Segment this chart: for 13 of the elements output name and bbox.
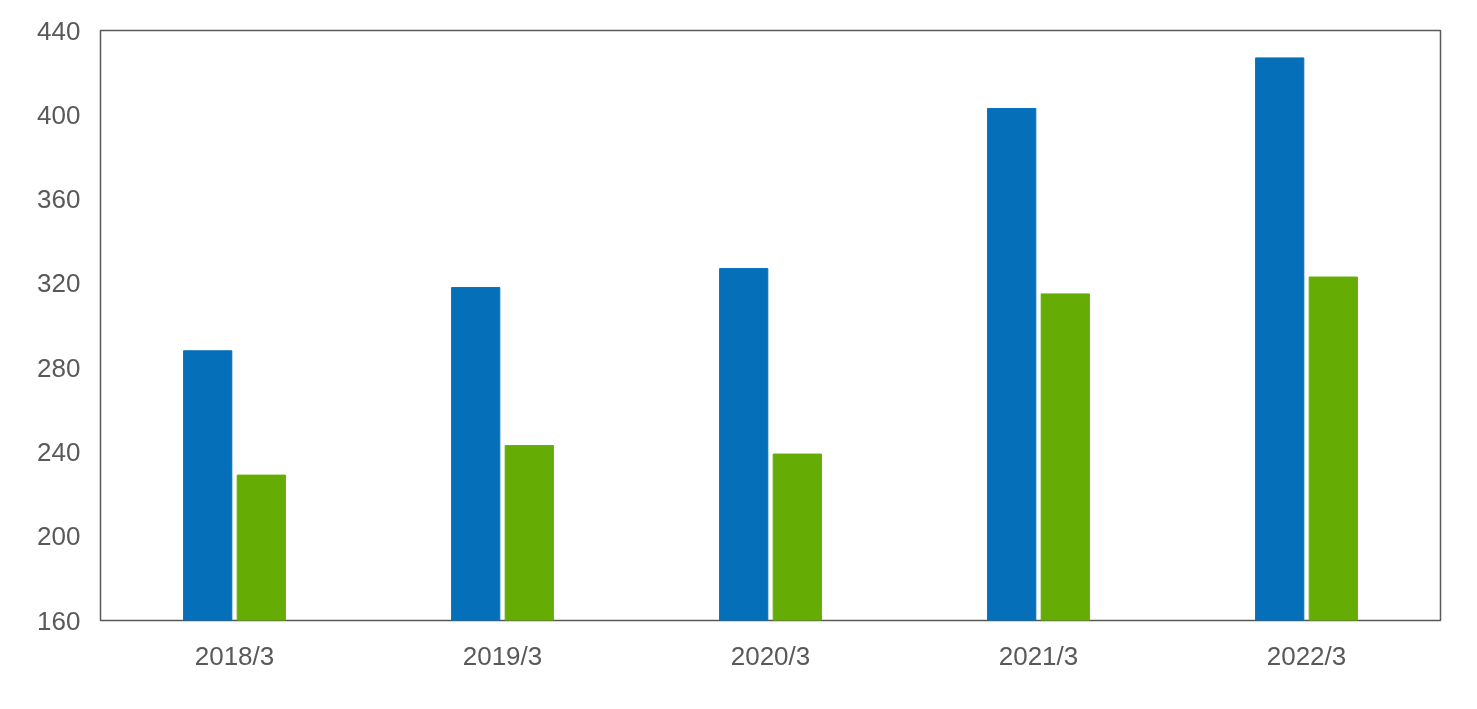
x-tick-label: 2020/3 [730, 640, 811, 671]
y-tick-label: 440 [37, 15, 81, 46]
y-tick-label: 280 [37, 352, 81, 383]
x-tick-label: 2022/3 [1266, 640, 1347, 671]
y-tick-label: 160 [37, 605, 81, 636]
y-tick-label: 200 [37, 521, 81, 552]
y-tick-label: 360 [37, 184, 81, 215]
y-tick-label: 400 [37, 99, 81, 130]
y-tick-label: 320 [37, 268, 81, 299]
x-tick-label: 2021/3 [998, 640, 1079, 671]
y-tick-label: 240 [37, 436, 81, 467]
x-tick-label: 2018/3 [194, 640, 275, 671]
x-tick-label: 2019/3 [462, 640, 543, 671]
